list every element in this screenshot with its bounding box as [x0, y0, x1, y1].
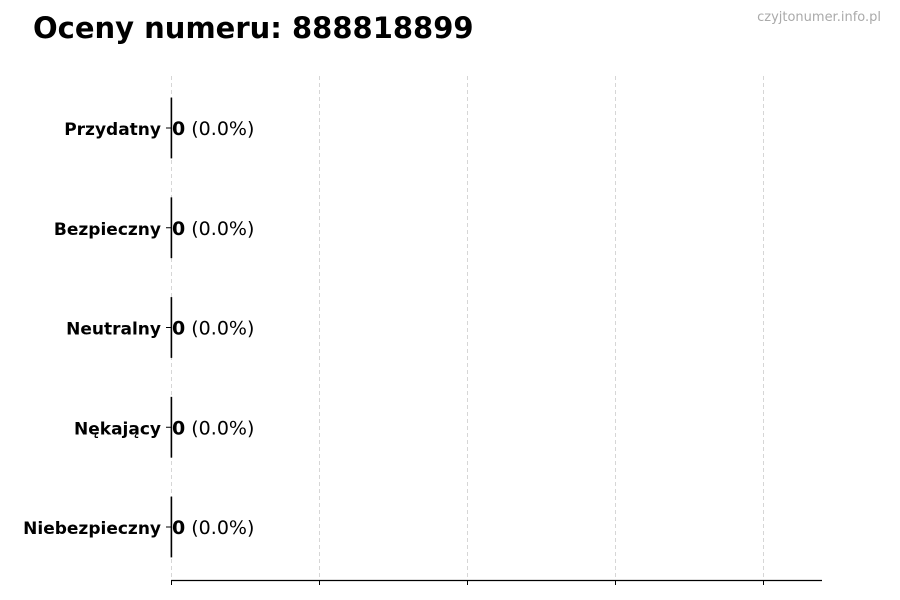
- y-tick-label: Bezpieczny: [54, 220, 161, 240]
- data-label-percent: (0.0%): [185, 218, 254, 240]
- data-label-percent: (0.0%): [185, 417, 254, 439]
- data-label: 0 (0.0%): [172, 218, 254, 240]
- chart-title: Oceny numeru: 888818899: [33, 11, 474, 45]
- data-label: 0 (0.0%): [172, 118, 254, 140]
- y-tick-label: Nękający: [74, 419, 161, 439]
- data-label-percent: (0.0%): [185, 517, 254, 539]
- data-label-count: 0: [172, 417, 185, 439]
- y-tick-label: Neutralny: [66, 320, 161, 340]
- data-label-percent: (0.0%): [185, 318, 254, 340]
- data-label: 0 (0.0%): [172, 517, 254, 539]
- data-label: 0 (0.0%): [172, 417, 254, 439]
- watermark: czyjtonumer.info.pl: [757, 10, 881, 25]
- y-tick-label: Niebezpieczny: [23, 519, 161, 539]
- data-label: 0 (0.0%): [172, 318, 254, 340]
- data-label-count: 0: [172, 318, 185, 340]
- data-label-percent: (0.0%): [185, 118, 254, 140]
- data-label-count: 0: [172, 517, 185, 539]
- y-tick-label: Przydatny: [64, 120, 161, 140]
- data-label-count: 0: [172, 218, 185, 240]
- data-label-count: 0: [172, 118, 185, 140]
